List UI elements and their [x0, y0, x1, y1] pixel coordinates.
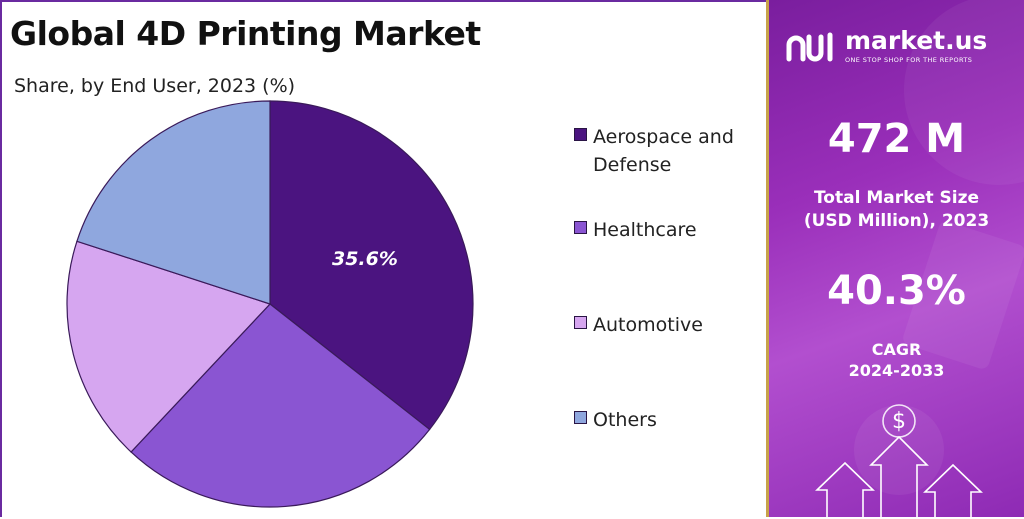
legend-swatch-aerospace-defense	[574, 128, 587, 141]
growth-arrows-icon: $	[815, 404, 983, 517]
legend-item-automotive: Automotive	[574, 311, 768, 339]
legend-label-aerospace-defense: Aerospace and Defense	[593, 126, 734, 176]
legend-swatch-others	[574, 411, 587, 424]
market-size-value: 472 M	[827, 116, 966, 162]
market-us-logo-icon	[786, 32, 833, 62]
legend-label-automotive: Automotive	[593, 314, 703, 336]
brand-tagline: ONE STOP SHOP FOR THE REPORTS	[845, 56, 973, 64]
pie-slice-automotive	[66, 240, 272, 453]
pie-chart: 35.6%	[66, 100, 474, 508]
pie-slice-others	[76, 100, 271, 305]
stats-panel: market.us ONE STOP SHOP FOR THE REPORTS …	[766, 0, 1024, 517]
cagr-label-line1: CAGR	[871, 340, 922, 359]
legend-label-others: Others	[593, 409, 657, 431]
legend-item-others: Others	[574, 406, 768, 434]
market-size-label-line1: Total Market Size	[813, 188, 980, 208]
chart-subtitle: Share, by End User, 2023 (%)	[14, 75, 296, 97]
brand-name: market.us	[845, 26, 988, 55]
brand-logo: market.us ONE STOP SHOP FOR THE REPORTS	[785, 28, 987, 64]
pie-slice-healthcare	[130, 303, 431, 508]
legend-swatch-healthcare	[574, 221, 587, 234]
pie-slice-aerospace-defense	[269, 100, 474, 431]
cagr-label-line2: 2024-2033	[848, 361, 945, 380]
chart-panel: Global 4D Printing Market Share, by End …	[0, 0, 766, 517]
legend-item-healthcare: Healthcare	[574, 216, 768, 244]
market-size-label-line2: (USD Million), 2023	[803, 211, 990, 231]
legend-item-aerospace-defense: Aerospace and Defense	[574, 123, 768, 179]
background-decoration	[854, 0, 1024, 495]
chart-title: Global 4D Printing Market	[10, 14, 481, 53]
pie-data-label-aerospace-defense: 35.6%	[332, 248, 398, 270]
legend-swatch-automotive	[574, 316, 587, 329]
svg-text:$: $	[892, 409, 906, 434]
cagr-value: 40.3%	[827, 268, 966, 314]
legend-label-healthcare: Healthcare	[593, 219, 697, 241]
